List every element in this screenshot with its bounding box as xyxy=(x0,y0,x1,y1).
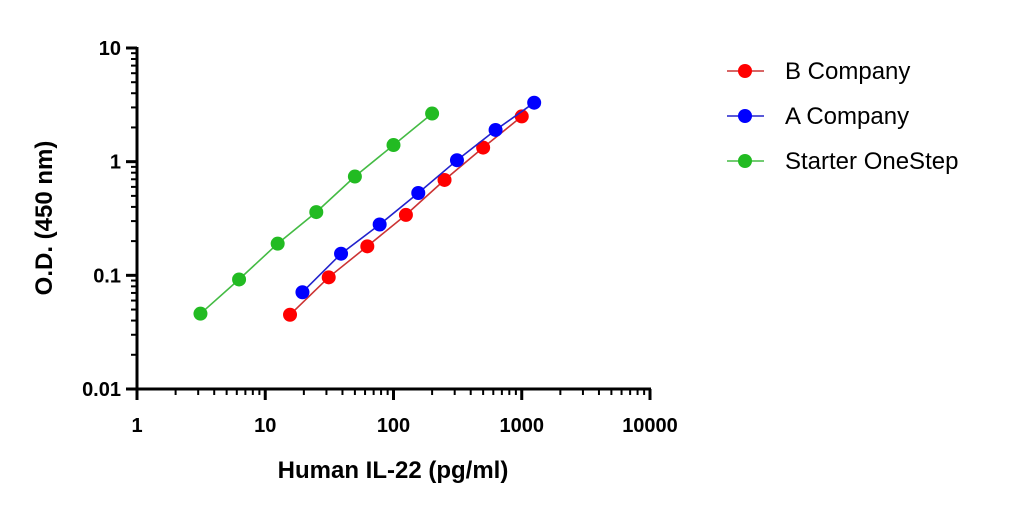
legend-label: A Company xyxy=(785,103,909,130)
data-point xyxy=(527,95,542,110)
y-tick-label: 0.1 xyxy=(93,265,121,287)
y-tick-label: 10 xyxy=(99,38,121,60)
data-point xyxy=(488,122,503,137)
legend-label: B Company xyxy=(785,58,910,85)
series-layer xyxy=(193,95,542,322)
x-tick-label: 100 xyxy=(377,415,410,437)
data-point xyxy=(360,239,375,254)
data-point xyxy=(437,172,452,187)
x-tick-label: 1 xyxy=(131,415,142,437)
legend-marker xyxy=(738,109,752,123)
legend-marker xyxy=(738,64,752,78)
data-point xyxy=(347,169,362,184)
legend-marker xyxy=(738,154,752,168)
x-tick-label: 10000 xyxy=(622,415,678,437)
data-point xyxy=(193,306,208,321)
data-point xyxy=(270,236,285,251)
x-axis-title: Human IL-22 (pg/ml) xyxy=(278,457,509,484)
data-point xyxy=(398,207,413,222)
data-point xyxy=(514,109,529,124)
legend-item: B Company xyxy=(727,58,910,85)
x-tick-label: 10 xyxy=(254,415,276,437)
y-tick-label: 1 xyxy=(110,152,121,174)
legend-item: Starter OneStep xyxy=(727,148,958,175)
x-tick-label: 1000 xyxy=(500,415,545,437)
data-point xyxy=(476,140,491,155)
y-axis-title: O.D. (450 nm) xyxy=(31,141,58,296)
series-1 xyxy=(283,109,529,322)
legend-item: A Company xyxy=(727,103,909,130)
data-point xyxy=(232,272,247,287)
legend: B Company A Company Starter OneStep xyxy=(727,58,958,175)
legend-label: Starter OneStep xyxy=(785,148,958,175)
data-point xyxy=(372,217,387,232)
data-point xyxy=(321,270,336,285)
data-point xyxy=(425,106,440,121)
series-2 xyxy=(295,95,542,300)
data-point xyxy=(334,246,349,261)
data-point xyxy=(309,205,324,220)
y-tick-label: 0.01 xyxy=(82,379,121,401)
axes: 1 10 100 1000 10000 0.01 0.1 1 10 xyxy=(82,38,678,437)
data-point xyxy=(283,307,298,322)
data-point xyxy=(411,186,426,201)
series-3 xyxy=(193,106,440,321)
data-point xyxy=(295,285,310,300)
data-point xyxy=(449,153,464,168)
data-point xyxy=(386,138,401,153)
